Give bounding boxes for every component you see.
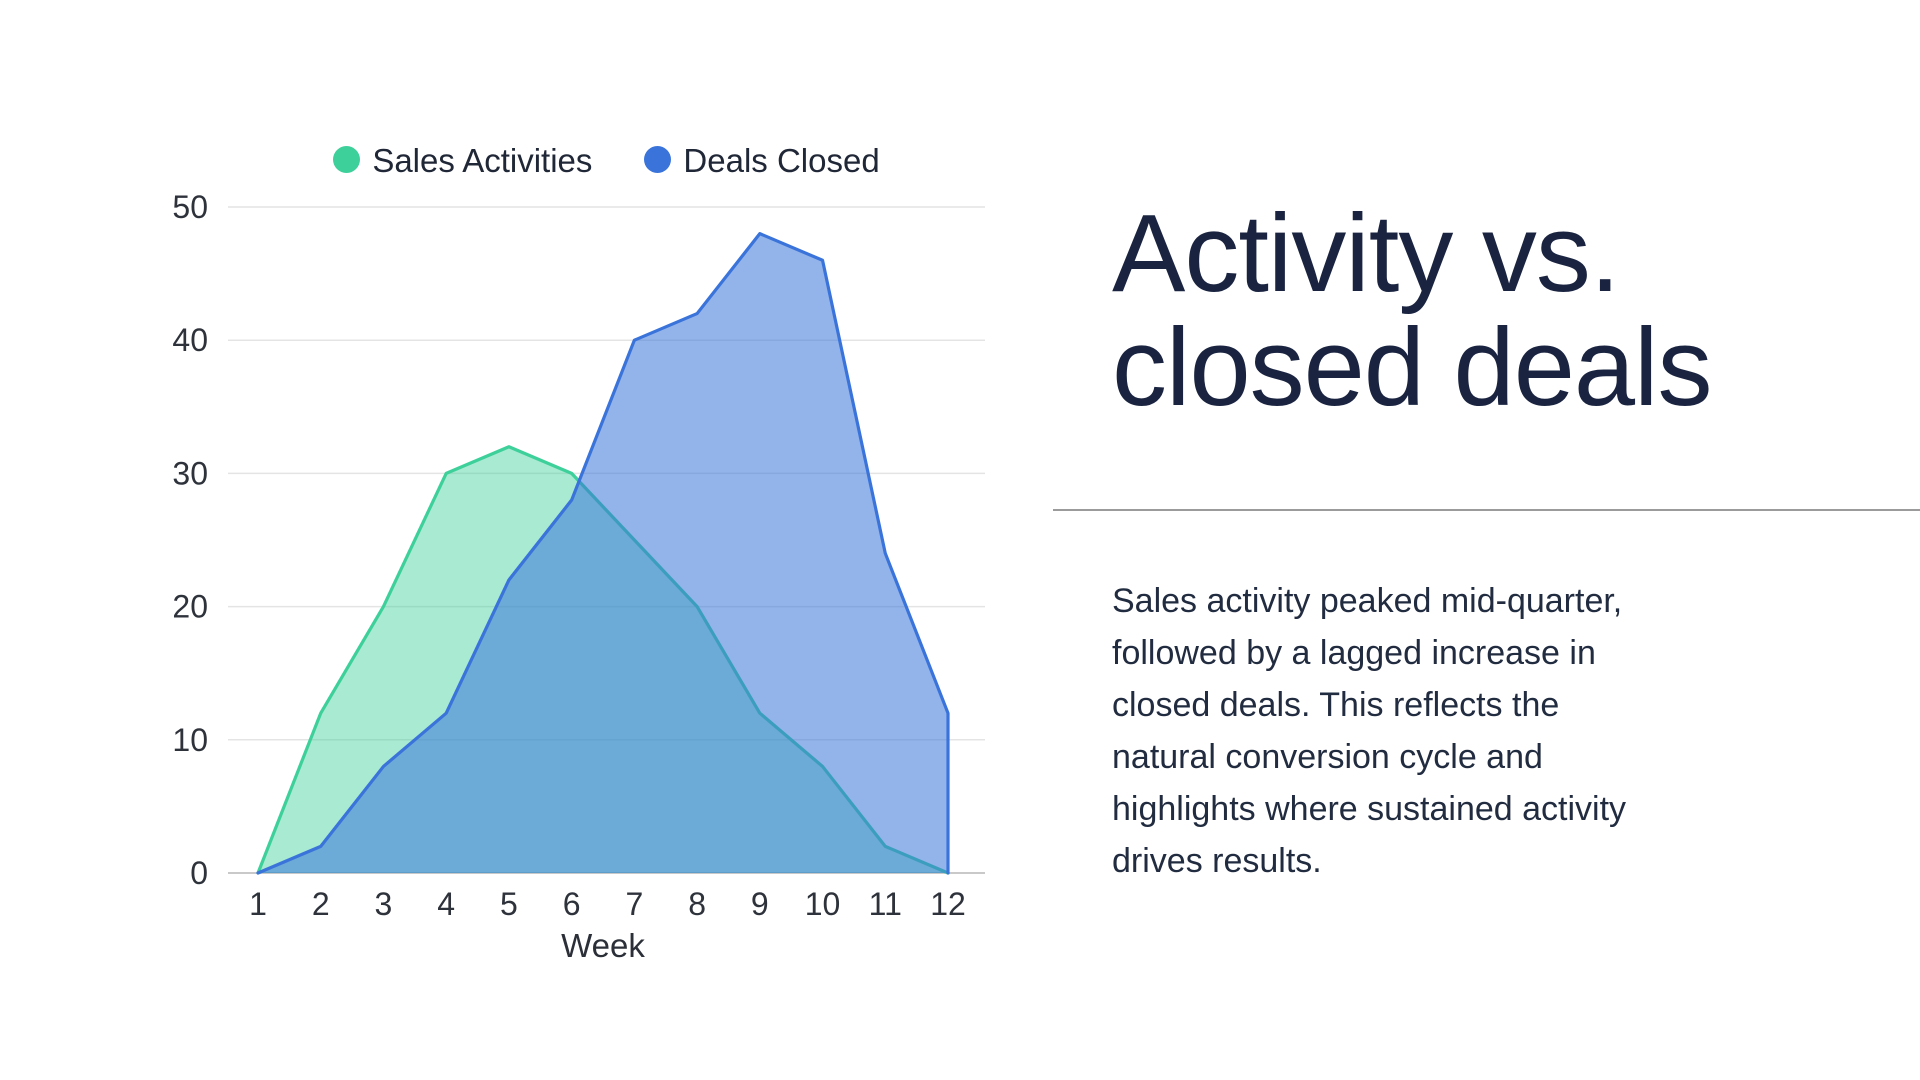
x-tick-label: 12: [930, 886, 966, 922]
legend-label: Sales Activities: [372, 142, 593, 179]
divider-line: [1053, 509, 1920, 511]
x-tick-label: 10: [805, 886, 841, 922]
legend-color-dot-icon: [333, 146, 361, 173]
x-tick-label: 6: [563, 886, 581, 922]
y-tick-label: 20: [172, 589, 208, 625]
x-tick-label: 2: [312, 886, 330, 922]
x-axis-title: Week: [561, 927, 645, 964]
legend-color-dot-icon: [644, 146, 672, 173]
y-tick-label: 10: [172, 722, 208, 758]
area-deals-closed: [258, 233, 948, 873]
page-title: Activity vs. closed deals: [1112, 192, 1713, 429]
x-tick-label: 11: [869, 886, 902, 922]
y-tick-label: 0: [190, 855, 208, 891]
x-tick-label: 1: [249, 886, 267, 922]
area-chart: Sales Activities Deals Closed 0 10 20 30 40 50…: [130, 100, 1010, 980]
x-tick-label: 4: [437, 886, 455, 922]
chart-legend: Sales Activities Deals Closed: [228, 142, 985, 177]
x-tick-label: 5: [500, 886, 518, 922]
x-tick-label: 7: [625, 886, 643, 922]
y-tick-label: 40: [172, 322, 208, 358]
legend-item-sales-activities: Sales Activities: [333, 142, 592, 177]
x-tick-label: 3: [375, 886, 393, 922]
x-tick-label: 9: [751, 886, 769, 922]
x-tick-label: 8: [688, 886, 706, 922]
y-tick-label: 50: [172, 189, 208, 225]
body-paragraph: Sales activity peaked mid-quarter, follo…: [1112, 582, 1627, 880]
legend-label: Deals Closed: [683, 142, 880, 179]
line-deals-closed: [256, 232, 950, 875]
legend-item-deals-closed: Deals Closed: [644, 142, 880, 179]
y-tick-label: 30: [172, 455, 208, 491]
